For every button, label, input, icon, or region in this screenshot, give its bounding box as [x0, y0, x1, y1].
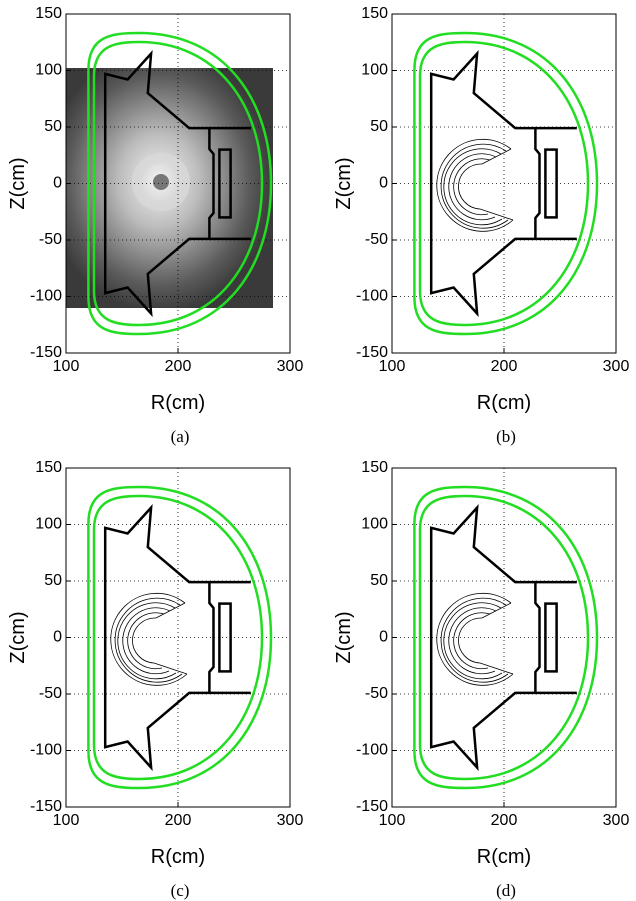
y-tick-label: 100: [361, 62, 388, 79]
emission-contours: [110, 592, 188, 686]
y-tick-label: -100: [30, 288, 62, 305]
x-tick-label: 300: [277, 812, 304, 829]
x-axis-label: R(cm): [477, 846, 531, 868]
x-tick-label: 100: [53, 358, 80, 375]
panel: 100 200 300 -150 -100 -50 0 50 100 150 R(cm) Z(cm) (…: [7, 5, 303, 446]
x-tick-label: 200: [165, 358, 192, 375]
y-tick-label: -150: [30, 344, 62, 361]
x-tick-label: 100: [53, 812, 80, 829]
y-tick-label: -100: [356, 742, 388, 759]
y-tick-label: -50: [39, 685, 62, 702]
x-tick-label: 300: [603, 812, 630, 829]
y-tick-label: 50: [44, 118, 62, 135]
vessel-outline: [413, 31, 599, 336]
x-tick-label: 200: [491, 358, 518, 375]
y-tick-label: 0: [53, 629, 62, 646]
x-axis-label: R(cm): [151, 392, 205, 414]
x-tick-label: 300: [277, 358, 304, 375]
y-axis-label: Z(cm): [7, 157, 29, 209]
caption: (b): [496, 427, 516, 446]
y-tick-label: -50: [39, 231, 62, 248]
y-axis-label: Z(cm): [333, 611, 355, 663]
y-tick-label: 100: [35, 516, 62, 533]
y-tick-label: -150: [356, 798, 388, 815]
y-tick-label: 0: [379, 175, 388, 192]
x-tick-label: 100: [379, 812, 406, 829]
y-axis-label: Z(cm): [333, 157, 355, 209]
vessel-outline: [413, 485, 599, 790]
y-tick-label: -50: [365, 685, 388, 702]
axes-frame: [65, 467, 291, 808]
y-axis-label: Z(cm): [7, 611, 29, 663]
y-tick-label: 0: [53, 175, 62, 192]
y-tick-label: 0: [379, 629, 388, 646]
x-axis-label: R(cm): [151, 846, 205, 868]
caption: (c): [171, 881, 190, 900]
y-tick-label: 100: [361, 516, 388, 533]
y-tick-label: -150: [30, 798, 62, 815]
y-tick-label: 150: [35, 5, 62, 22]
panel: 100 200 300 -150 -100 -50 0 50 100 150 R(cm) Z(cm) (…: [333, 459, 629, 900]
x-tick-label: 100: [379, 358, 406, 375]
y-tick-label: 50: [370, 572, 388, 589]
x-tick-label: 300: [603, 358, 630, 375]
x-tick-label: 200: [491, 812, 518, 829]
y-tick-label: 150: [361, 459, 388, 476]
axes-frame: [65, 13, 291, 354]
y-tick-label: 50: [44, 572, 62, 589]
y-tick-label: -150: [356, 344, 388, 361]
emission-contours: [436, 592, 514, 686]
caption: (a): [171, 427, 190, 446]
panel: 100 200 300 -150 -100 -50 0 50 100 150 R(cm) Z(cm) (…: [333, 5, 629, 446]
vessel-outline: [87, 485, 273, 790]
emission-contours: [436, 138, 514, 232]
y-tick-label: 150: [361, 5, 388, 22]
y-tick-label: -50: [365, 231, 388, 248]
axes-frame: [391, 467, 617, 808]
panel: 100 200 300 -150 -100 -50 0 50 100 150 R(cm) Z(cm) (…: [7, 459, 303, 900]
x-tick-label: 200: [165, 812, 192, 829]
x-axis-label: R(cm): [477, 392, 531, 414]
caption: (d): [496, 881, 516, 900]
y-tick-label: -100: [30, 742, 62, 759]
y-tick-label: -100: [356, 288, 388, 305]
y-tick-label: 100: [35, 62, 62, 79]
y-tick-label: 150: [35, 459, 62, 476]
axes-frame: [391, 13, 617, 354]
camera-image: [66, 68, 273, 308]
y-tick-label: 50: [370, 118, 388, 135]
